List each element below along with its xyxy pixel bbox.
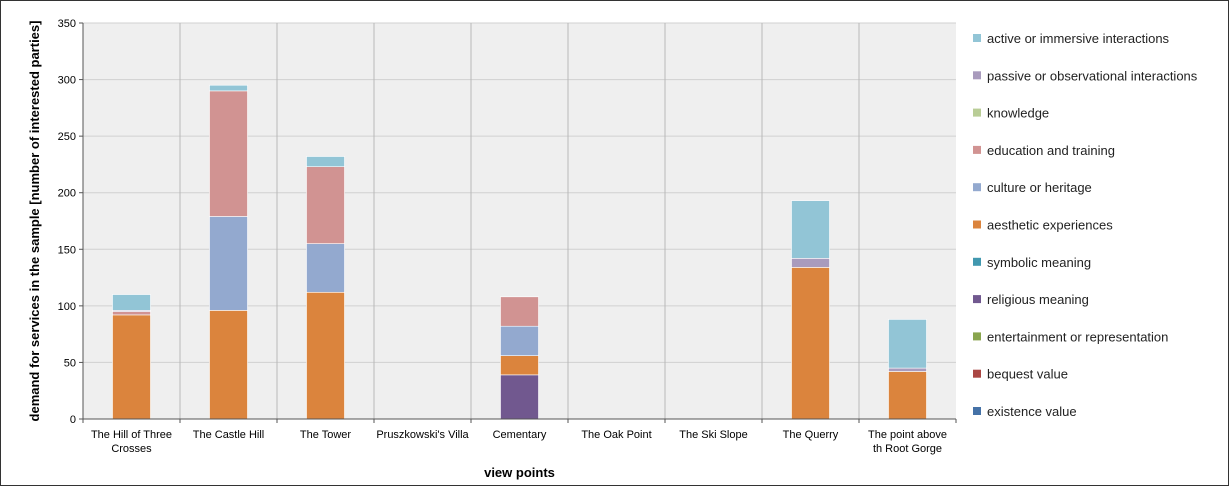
y-tick-label: 200 [58, 188, 76, 200]
y-tick-label: 300 [58, 75, 76, 87]
bar-segment [306, 156, 345, 167]
y-tick-label: 100 [58, 301, 76, 313]
x-tick-label: The Oak Point [581, 429, 651, 441]
legend-label: education and training [987, 143, 1115, 158]
x-tick-label: Pruszkowski's Villa [376, 429, 469, 441]
legend-swatch [973, 332, 981, 341]
legend-label: religious meaning [987, 292, 1089, 307]
bar-segment [888, 319, 927, 369]
y-tick-label: 350 [58, 18, 76, 30]
x-tick-label: The Querry [783, 429, 839, 441]
bar-segment [500, 374, 539, 420]
bar-segment [306, 243, 345, 293]
bar-segment [209, 310, 248, 420]
y-axis: 0 50 100 150 200 250 300 350 [58, 18, 84, 426]
x-tick-label: The Ski Slope [679, 429, 747, 441]
x-tick-label: Cementary [493, 429, 547, 441]
bar-segment [791, 258, 830, 268]
bar-segment [888, 371, 927, 420]
legend-label: entertainment or representation [987, 329, 1168, 344]
legend-label: passive or observational interactions [987, 68, 1198, 83]
legend-swatch [973, 369, 981, 378]
legend-label: symbolic meaning [987, 255, 1091, 270]
legend-swatch [973, 108, 981, 117]
bar-segment [209, 216, 248, 311]
bar-segment [500, 325, 539, 356]
y-tick-label: 150 [58, 244, 76, 256]
x-axis: The Hill of Three Crosses The Castle Hill T… [82, 418, 957, 455]
legend-swatch [973, 71, 981, 80]
bar-segment [791, 267, 830, 420]
y-axis-title: demand for services in the sample [numbe… [27, 21, 42, 422]
bar-segment [306, 166, 345, 244]
plot-area [83, 22, 956, 420]
legend-swatch [973, 220, 981, 229]
x-tick-label: The point above th Root Gorge [868, 429, 947, 455]
legend-label: bequest value [987, 367, 1068, 382]
x-tick-label: The Hill of Three Crosses [91, 429, 172, 455]
legend-swatch [973, 257, 981, 266]
legend-swatch [973, 295, 981, 304]
legend-swatch [973, 145, 981, 154]
x-tick-label: The Tower [300, 429, 351, 441]
bar-segment [112, 294, 151, 311]
legend-label: existence value [987, 404, 1077, 419]
bar-segment [112, 314, 151, 420]
y-tick-label: 250 [58, 131, 76, 143]
bar-segment [888, 367, 927, 372]
legend-label: culture or heritage [987, 180, 1092, 195]
bar-segment [500, 296, 539, 327]
x-tick-label: The Castle Hill [193, 429, 265, 441]
x-axis-title: view points [484, 465, 555, 480]
bar-segment [209, 84, 248, 92]
y-tick-label: 0 [70, 414, 76, 426]
legend-label: active or immersive interactions [987, 31, 1170, 46]
legend-label: aesthetic experiences [987, 218, 1113, 233]
bar-segment [791, 200, 830, 259]
y-tick-label: 50 [64, 357, 76, 369]
legend-swatch [973, 183, 981, 192]
bar-segment [209, 90, 248, 217]
legend-label: knowledge [987, 106, 1049, 121]
legend: active or immersive interactions passive … [973, 31, 1198, 419]
legend-swatch [973, 34, 981, 42]
bar-segment [112, 311, 151, 316]
bar-segment [500, 355, 539, 376]
bar-segment [306, 291, 345, 420]
legend-swatch [973, 407, 981, 415]
